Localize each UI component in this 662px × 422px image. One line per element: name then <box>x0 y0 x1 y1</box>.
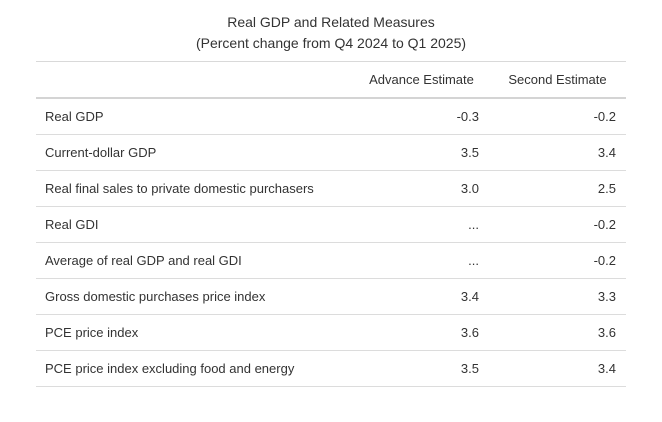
advance-value: 3.5 <box>354 134 489 171</box>
row-label: Average of real GDP and real GDI <box>36 242 354 279</box>
data-table-container: Advance Estimate Second Estimate Real GD… <box>36 61 626 387</box>
header-row: Advance Estimate Second Estimate <box>36 61 626 99</box>
table-row: Average of real GDP and real GDI ... -0.… <box>36 242 626 279</box>
advance-value: -0.3 <box>354 98 489 135</box>
second-value: 2.5 <box>489 170 626 207</box>
table-row: PCE price index excluding food and energ… <box>36 350 626 387</box>
table-title-line-1: Real GDP and Related Measures <box>227 14 435 30</box>
header-second-estimate: Second Estimate <box>489 61 626 99</box>
table-title: Real GDP and Related Measures (Percent c… <box>0 12 662 54</box>
table-row: Current-dollar GDP 3.5 3.4 <box>36 134 626 171</box>
advance-value: ... <box>354 206 489 243</box>
table-subtitle: (Percent change from Q4 2024 to Q1 2025) <box>195 35 467 51</box>
table-body: Real GDP -0.3 -0.2 Current-dollar GDP 3.… <box>36 98 626 387</box>
table-row: Gross domestic purchases price index 3.4… <box>36 278 626 315</box>
row-label: Current-dollar GDP <box>36 134 354 171</box>
second-value: -0.2 <box>489 206 626 243</box>
row-label: Real GDP <box>36 98 354 135</box>
table-row: Real final sales to private domestic pur… <box>36 170 626 207</box>
row-label: PCE price index excluding food and energ… <box>36 350 354 387</box>
advance-value: 3.0 <box>354 170 489 207</box>
second-value: -0.2 <box>489 98 626 135</box>
second-value: 3.6 <box>489 314 626 351</box>
second-value: 3.3 <box>489 278 626 315</box>
advance-value: 3.4 <box>354 278 489 315</box>
table-row: PCE price index 3.6 3.6 <box>36 314 626 351</box>
advance-value: 3.6 <box>354 314 489 351</box>
row-label: Real final sales to private domestic pur… <box>36 170 354 207</box>
row-label: PCE price index <box>36 314 354 351</box>
header-advance-estimate: Advance Estimate <box>354 61 489 99</box>
row-label: Real GDI <box>36 206 354 243</box>
second-value: 3.4 <box>489 134 626 171</box>
gdp-measures-table: Advance Estimate Second Estimate Real GD… <box>36 61 626 387</box>
advance-value: ... <box>354 242 489 279</box>
table-row: Real GDP -0.3 -0.2 <box>36 98 626 135</box>
row-label: Gross domestic purchases price index <box>36 278 354 315</box>
advance-value: 3.5 <box>354 350 489 387</box>
header-measure <box>36 61 354 99</box>
table-row: Real GDI ... -0.2 <box>36 206 626 243</box>
second-value: -0.2 <box>489 242 626 279</box>
second-value: 3.4 <box>489 350 626 387</box>
table-header: Advance Estimate Second Estimate <box>36 61 626 99</box>
